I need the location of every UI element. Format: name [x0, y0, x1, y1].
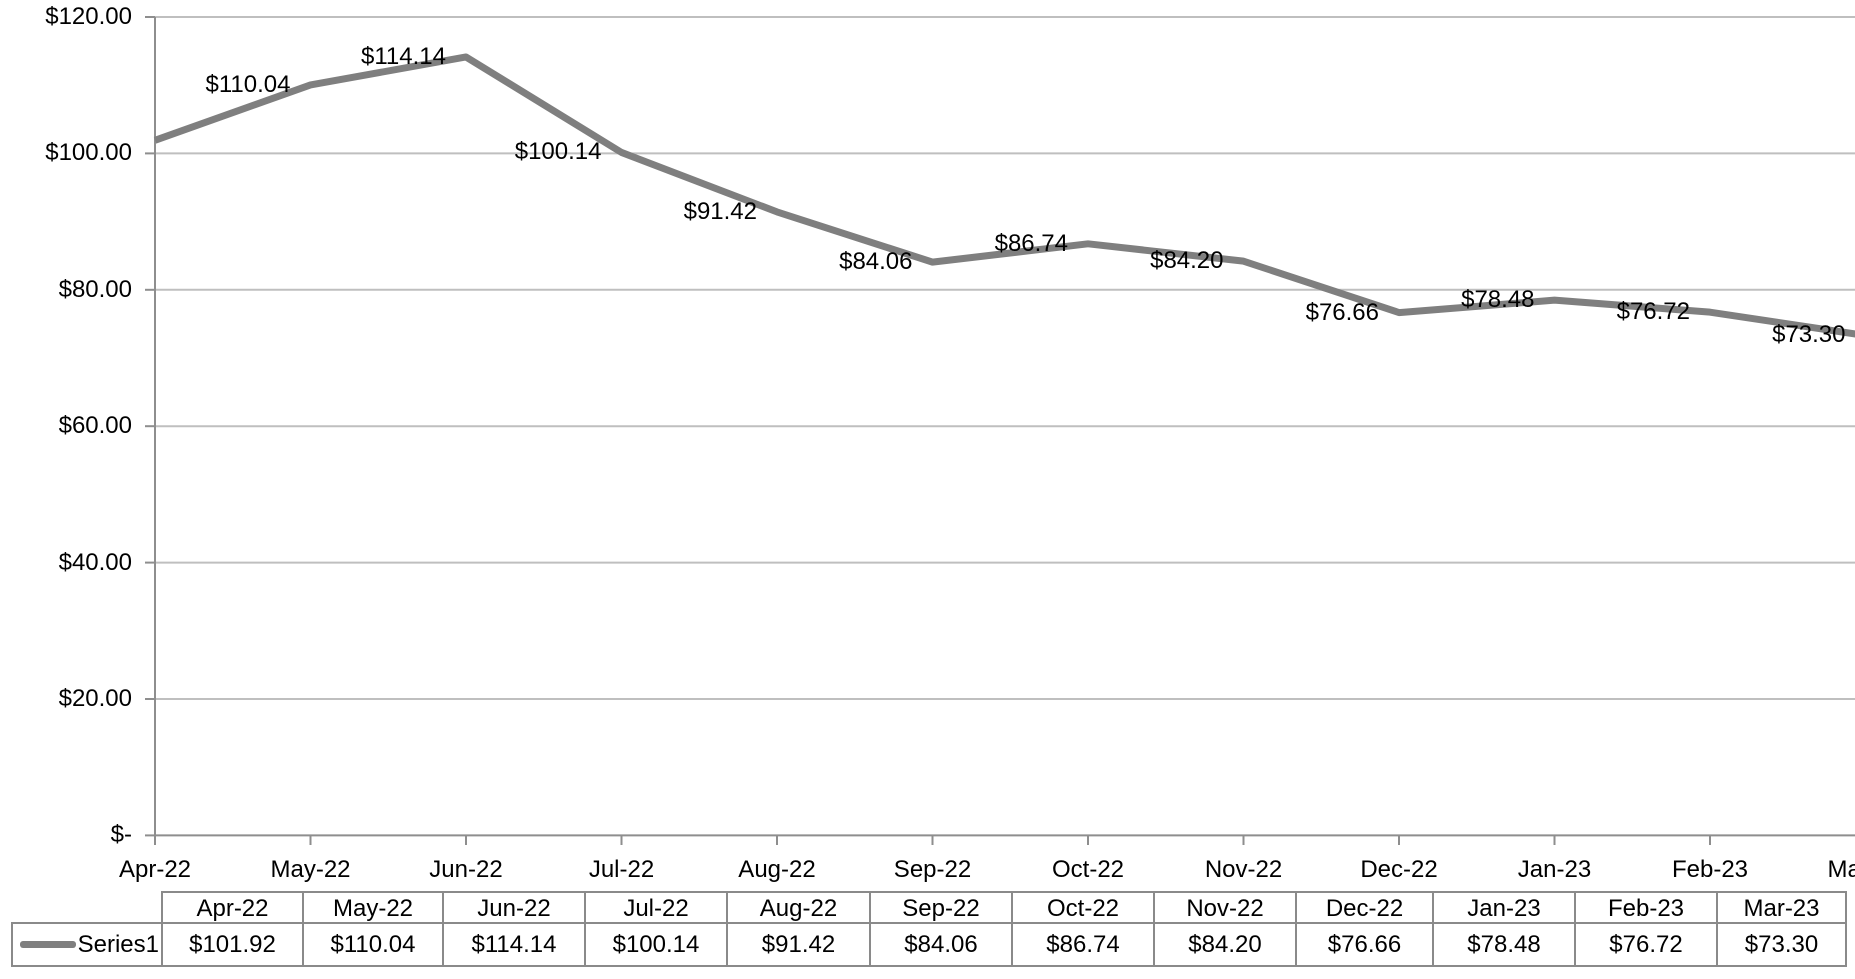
- x-axis-category-label: Jul-22: [588, 856, 655, 883]
- data-label: $73.30: [1772, 321, 1846, 349]
- data-label: $91.42: [683, 197, 757, 225]
- legend-cell: Series1: [11, 922, 164, 967]
- table-value-cell: $76.72: [1574, 922, 1718, 967]
- table-header-cell: Aug-22: [726, 891, 871, 924]
- table-value-cell: $100.14: [584, 922, 728, 967]
- table-value-cell: $76.66: [1295, 922, 1434, 967]
- y-axis-tick-label: $40.00: [58, 548, 132, 576]
- table-header-cell: Mar-23: [1716, 891, 1847, 924]
- y-axis-tick-label: $-: [110, 821, 132, 849]
- data-label: $86.74: [994, 229, 1068, 257]
- table-header-cell: Apr-22: [161, 891, 304, 924]
- data-label: $84.20: [1150, 247, 1224, 275]
- table-value-cell: $78.48: [1432, 922, 1576, 967]
- data-label: $110.04: [205, 70, 291, 98]
- x-axis-category-label: Dec-22: [1360, 856, 1438, 883]
- table-header-cell: Oct-22: [1011, 891, 1155, 924]
- x-axis-category-label: Apr-22: [118, 856, 192, 883]
- table-value-cell: $84.06: [869, 922, 1013, 967]
- table-header-cell: Feb-23: [1574, 891, 1718, 924]
- table-header-cell: Jan-23: [1432, 891, 1576, 924]
- table-value-cell: $91.42: [726, 922, 871, 967]
- table-header-cell: Sep-22: [869, 891, 1013, 924]
- table-value-cell: $110.04: [302, 922, 444, 967]
- x-axis-category-label: Mar-23: [1827, 856, 1855, 883]
- x-axis-category-label: Sep-22: [893, 856, 972, 883]
- series-line-legend-icon: [19, 941, 76, 948]
- data-label: $78.48: [1461, 286, 1535, 314]
- data-label: $84.06: [839, 248, 913, 276]
- x-axis-category-label: Jun-22: [429, 856, 503, 883]
- y-axis-tick-label: $120.00: [45, 3, 132, 30]
- table-value-cell: $86.74: [1011, 922, 1155, 967]
- data-label: $76.72: [1616, 298, 1690, 326]
- x-axis-category-label: May-22: [270, 856, 351, 883]
- series1-line: [153, 53, 1855, 338]
- table-header-cell: Nov-22: [1153, 891, 1297, 924]
- x-axis-category-label: Nov-22: [1204, 856, 1283, 883]
- x-axis-category-label: Jan-23: [1517, 856, 1592, 883]
- table-value-cell: $101.92: [161, 922, 304, 967]
- y-axis-tick-label: $100.00: [45, 139, 132, 167]
- table-header-cell: May-22: [302, 891, 444, 924]
- table-header-cell: Dec-22: [1295, 891, 1434, 924]
- y-axis-tick-label: $20.00: [58, 685, 132, 712]
- data-label: $100.14: [514, 138, 602, 166]
- table-value-cell: $114.14: [442, 922, 586, 967]
- table-header-cell: Jun-22: [442, 891, 586, 924]
- legend-label: Series1: [77, 930, 159, 958]
- table-value-cell: $73.30: [1716, 922, 1847, 967]
- x-axis-category-label: Aug-22: [738, 856, 816, 883]
- y-axis-tick-label: $60.00: [58, 412, 132, 440]
- x-axis-category-label: Oct-22: [1051, 856, 1125, 883]
- y-axis-tick-label: $80.00: [58, 275, 132, 303]
- x-axis-category-label: Feb-23: [1671, 856, 1749, 883]
- data-label: $114.14: [361, 42, 446, 70]
- table-header-cell: Jul-22: [584, 891, 728, 924]
- table-value-cell: $84.20: [1153, 922, 1297, 967]
- data-label: $76.66: [1305, 298, 1379, 326]
